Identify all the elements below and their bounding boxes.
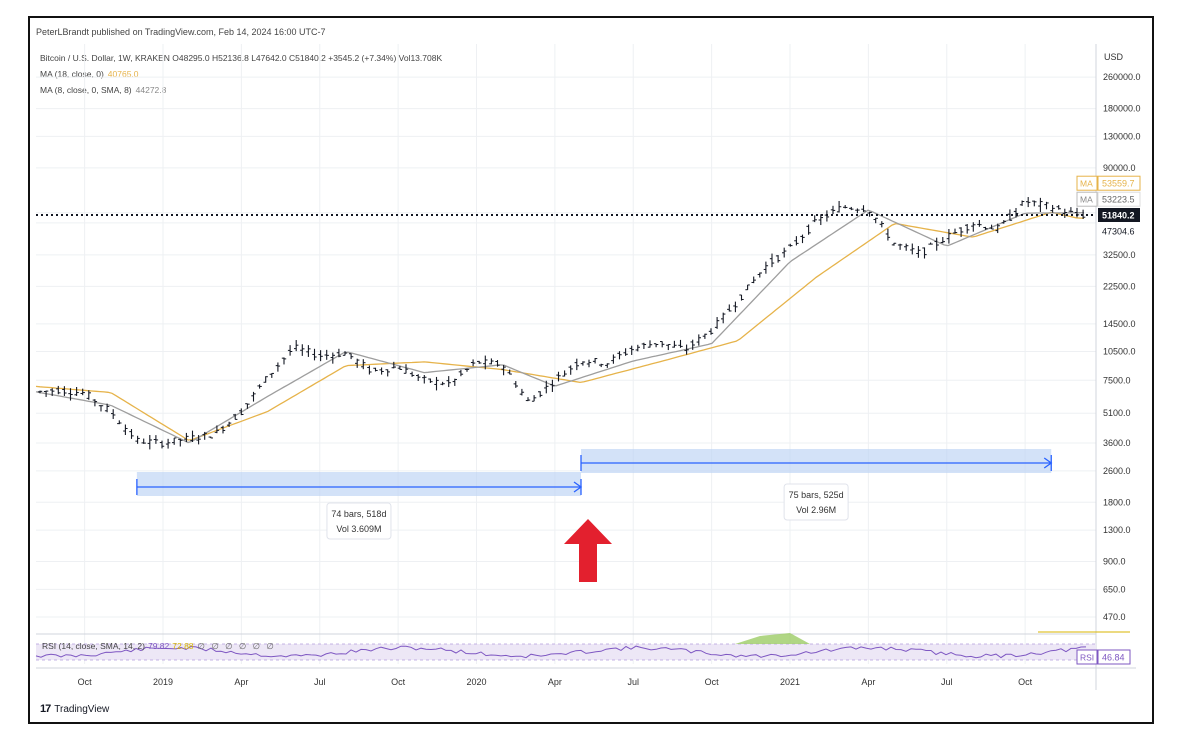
- y-tick-label: 900.0: [1103, 557, 1126, 567]
- x-tick-label: Apr: [234, 677, 248, 687]
- last-price-label: 51840.2: [1102, 211, 1135, 221]
- ma8-tag: MA: [1080, 195, 1093, 205]
- measure-1-range-fill: [136, 472, 581, 496]
- x-tick-label: Oct: [1018, 677, 1033, 687]
- x-tick-label: Oct: [705, 677, 720, 687]
- x-tick-label: Oct: [78, 677, 93, 687]
- rsi-value-2: 72.88: [172, 641, 194, 651]
- x-tick-label: 2021: [780, 677, 800, 687]
- ma18-legend[interactable]: MA (18, close, 0) 40765.0: [40, 66, 442, 82]
- ma18-tag: MA: [1080, 179, 1093, 189]
- rsi-legend[interactable]: RSI (14, close, SMA, 14, 2) 79.82 72.88 ∅ ∅…: [42, 641, 276, 652]
- x-tick-label: Jul: [941, 677, 953, 687]
- measure-1-bars-label: 74 bars, 518d: [331, 509, 386, 519]
- y-tick-label: 7500.0: [1103, 375, 1131, 385]
- x-tick-label: Apr: [861, 677, 875, 687]
- y-tick-label: 650.0: [1103, 584, 1126, 594]
- ma18-axis-label: 53559.7: [1102, 179, 1135, 189]
- last-price-box: [1098, 208, 1140, 222]
- x-tick-label: Apr: [548, 677, 562, 687]
- ma18-label: MA (18, close, 0): [40, 69, 104, 79]
- ma8-axis-label-box: [1097, 191, 1141, 207]
- rsi-value-1: 79.82: [147, 641, 170, 651]
- ma8-label: MA (8, close, 0, SMA, 8): [40, 85, 132, 95]
- ma18-line: [35, 211, 1084, 441]
- rsi-label: RSI (14, close, SMA, 14, 2): [42, 641, 145, 651]
- y-tick-label: 260000.0: [1103, 72, 1141, 82]
- measure-1-vol-label: Vol 3.609M: [336, 524, 381, 534]
- y-tick-label: 5100.0: [1103, 408, 1131, 418]
- x-tick-label: Oct: [391, 677, 406, 687]
- y-tick-label: 10500.0: [1103, 346, 1136, 356]
- rsi-line: [35, 645, 1087, 659]
- ma8-axis-label: 53223.5: [1102, 195, 1135, 205]
- measure-1-arrowhead: [573, 481, 583, 493]
- x-tick-label: Jul: [314, 677, 326, 687]
- ma8-value: 44272.8: [135, 85, 167, 95]
- ma8-line: [35, 209, 1084, 444]
- brand-name: TradingView: [54, 703, 110, 715]
- ma18-axis-label-box: [1097, 175, 1141, 191]
- y-tick-label: 2600.0: [1103, 466, 1131, 476]
- measure-1-label-box: [326, 502, 392, 540]
- y-tick-label: 470.0: [1103, 612, 1126, 622]
- y-tick-label: 130000.0: [1103, 131, 1141, 141]
- rsi-tag: RSI: [1080, 653, 1094, 663]
- measure-2-label-box: [783, 483, 849, 521]
- low-price-label: 47304.6: [1102, 227, 1135, 237]
- x-tick-label: Jul: [627, 677, 639, 687]
- ma18-value: 40765.0: [107, 69, 139, 79]
- y-tick-label: 32500.0: [1103, 250, 1136, 260]
- ma8-tag-box: [1076, 191, 1098, 207]
- y-tick-label: 1800.0: [1103, 497, 1131, 507]
- rsi-current-value: 46.84: [1102, 653, 1125, 663]
- x-tick-label: 2020: [466, 677, 486, 687]
- red-up-arrow-icon: [564, 519, 612, 582]
- rsi-overbought-fill: [735, 633, 810, 644]
- tradingview-logo-icon: 17: [40, 703, 51, 715]
- y-tick-label: 14500.0: [1103, 319, 1136, 329]
- ma8-legend[interactable]: MA (8, close, 0, SMA, 8) 44272.8: [40, 82, 442, 98]
- y-tick-label: 22500.0: [1103, 281, 1136, 291]
- currency-label[interactable]: USD: [1104, 52, 1124, 62]
- ma18-tag-box: [1076, 175, 1098, 191]
- chart-frame: [28, 16, 1154, 724]
- y-tick-label: 180000.0: [1103, 104, 1141, 114]
- y-tick-label: 1300.0: [1103, 525, 1131, 535]
- y-tick-label: 3600.0: [1103, 438, 1131, 448]
- rsi-value-box: [1097, 649, 1131, 665]
- measure-2-vol-label: Vol 2.96M: [796, 505, 836, 515]
- tradingview-branding[interactable]: 17 TradingView: [40, 703, 109, 715]
- measure-2-bars-label: 75 bars, 525d: [789, 490, 844, 500]
- publisher-text: PeterLBrandt published on TradingView.co…: [36, 27, 326, 37]
- rsi-tag-box: [1076, 649, 1098, 665]
- y-tick-label: 90000.0: [1103, 163, 1136, 173]
- x-tick-label: 2019: [153, 677, 173, 687]
- measure-2-range-fill: [581, 449, 1052, 473]
- rsi-flags: ∅ ∅ ∅ ∅ ∅ ∅: [197, 641, 276, 651]
- measure-2-arrowhead: [1043, 457, 1053, 469]
